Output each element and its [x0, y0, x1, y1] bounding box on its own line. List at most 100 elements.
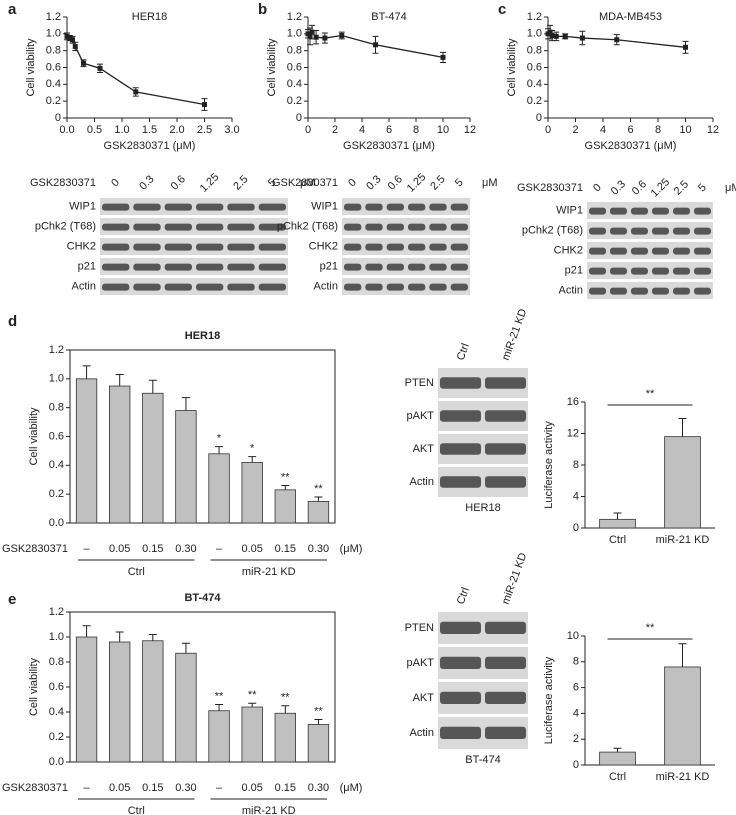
error-bar — [148, 379, 157, 394]
blot-band — [365, 283, 383, 291]
blot-band — [196, 243, 224, 251]
dose-label: 0 — [346, 177, 359, 190]
unit-label: μM — [482, 177, 498, 189]
error-bar — [314, 719, 323, 725]
y-tick-label: 0.6 — [527, 61, 542, 73]
blot-band — [344, 283, 362, 291]
y-tick-label: 0.0 — [49, 517, 64, 529]
y-tick-label: 0.2 — [49, 731, 64, 743]
y-tick-label: 0 — [55, 112, 61, 124]
blot-band — [652, 227, 669, 235]
bar — [208, 710, 230, 763]
blot-band — [652, 207, 669, 215]
protein-label: Actin — [72, 280, 96, 292]
chart-title: BT-474 — [371, 11, 406, 23]
point — [202, 102, 207, 108]
blot-band — [386, 283, 404, 291]
blot-strip — [100, 218, 288, 235]
y-tick-label: 0.4 — [527, 78, 542, 90]
point — [307, 33, 313, 39]
protein-label: pChk2 (T68) — [277, 220, 338, 232]
blot-band — [440, 476, 481, 488]
bar — [274, 712, 296, 763]
blot-band — [440, 621, 481, 635]
significance-label: ** — [646, 388, 655, 400]
protein-label: PTEN — [405, 622, 434, 634]
y-tick-label: 6 — [573, 682, 579, 694]
point — [70, 37, 75, 43]
y-axis-label: Cell viability — [266, 38, 278, 97]
blot-band — [694, 227, 711, 235]
protein-label: WIP1 — [311, 200, 338, 212]
bar — [274, 489, 296, 524]
y-tick-label: 0.2 — [49, 488, 64, 500]
cell-line-label: BT-474 — [465, 754, 500, 766]
blot-band — [227, 203, 255, 211]
blot-band — [365, 223, 383, 231]
blot-strip — [100, 258, 288, 275]
bar — [664, 436, 701, 529]
blot-band — [365, 243, 383, 251]
protein-label: Actin — [410, 727, 434, 739]
panel-label: c — [498, 1, 506, 18]
y-tick-label: 0.2 — [287, 95, 302, 107]
point — [553, 33, 559, 39]
protein-label: pChk2 (T68) — [35, 220, 96, 232]
point — [579, 35, 585, 41]
blot-band — [485, 656, 526, 670]
bar — [241, 706, 263, 763]
point — [562, 33, 568, 39]
row-label: GSK2830371 — [2, 782, 68, 794]
significance-label: ** — [281, 471, 290, 483]
x-tick-label: 8 — [413, 124, 419, 136]
error-bar — [613, 512, 622, 520]
blot-band — [258, 203, 286, 211]
blot-band — [196, 203, 224, 211]
y-tick-label: 1.2 — [49, 344, 64, 356]
blot-band — [102, 223, 130, 231]
y-tick-label: 0.4 — [287, 78, 302, 90]
blot-band — [485, 377, 526, 389]
unit-label: μM — [300, 177, 316, 189]
treatment-label: GSK2830371 — [30, 177, 96, 189]
blot-strip — [342, 218, 470, 235]
blot-band — [386, 243, 404, 251]
significance-label: ** — [215, 690, 224, 702]
x-tick-label: 0.30 — [308, 543, 329, 555]
x-tick-label: 0.15 — [142, 782, 163, 794]
y-tick-label: 0.4 — [49, 706, 64, 718]
dose-label: 0.6 — [386, 173, 405, 192]
y-tick-label: 0.8 — [46, 45, 61, 57]
x-axis-label: GSK2830371 (μM) — [104, 140, 196, 152]
protein-label: pChk2 (T68) — [522, 224, 583, 236]
error-bar — [281, 705, 290, 714]
y-tick-label: 0.6 — [49, 681, 64, 693]
x-tick-label: 0.05 — [109, 543, 130, 555]
blot-band — [258, 223, 286, 231]
y-tick-label: 1.2 — [49, 606, 64, 618]
x-tick-label: 8 — [655, 124, 661, 136]
protein-label: Actin — [314, 280, 338, 292]
y-axis-label: Luciferase activity — [543, 656, 555, 744]
blot-band — [429, 283, 447, 291]
treatment-label: GSK2830371 — [272, 177, 338, 189]
blot-band — [196, 223, 224, 231]
x-tick-label: 6 — [386, 124, 392, 136]
blot-band — [652, 247, 669, 255]
dose-label: 0.6 — [630, 178, 649, 197]
x-tick-label: 0 — [305, 124, 311, 136]
y-tick-label: 0 — [573, 759, 579, 771]
protein-label: WIP1 — [69, 200, 96, 212]
y-tick-label: 1.2 — [527, 11, 542, 23]
bar — [75, 378, 98, 524]
column-label: miR-21 KD — [500, 551, 530, 606]
blot-band — [227, 243, 255, 251]
x-tick-label: – — [216, 782, 223, 794]
panel-label: d — [8, 313, 17, 330]
point — [72, 43, 78, 49]
x-tick-label: 0.15 — [142, 543, 163, 555]
blot-strip — [587, 262, 713, 279]
significance-label: * — [217, 432, 222, 444]
blot-band — [673, 227, 690, 235]
y-tick-label: 0.6 — [46, 61, 61, 73]
